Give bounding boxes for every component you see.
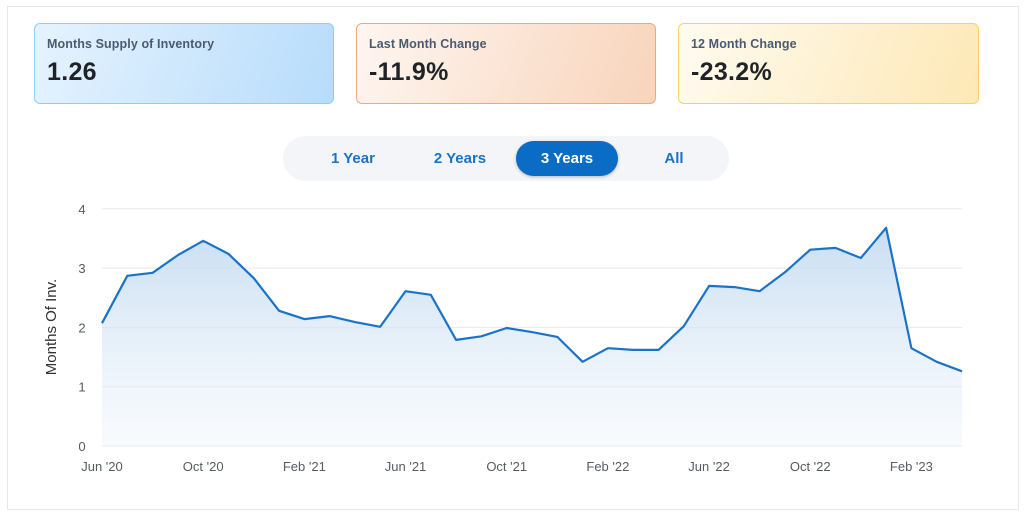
card-label: Months Supply of Inventory: [47, 37, 215, 51]
card-value: -23.2%: [691, 58, 773, 86]
x-tick-label: Jun '20: [81, 459, 123, 474]
y-tick-label: 0: [78, 439, 85, 454]
x-tick-label: Oct '22: [790, 459, 831, 474]
card-value: 1.26: [47, 58, 97, 86]
x-tick-label: Jun '22: [688, 459, 730, 474]
twelve-month-change-card: 12 Month Change -23.2%: [678, 23, 979, 104]
x-tick-label: Oct '20: [183, 459, 224, 474]
range-2-years-button[interactable]: 2 Years: [433, 150, 487, 167]
x-tick-label: Oct '21: [486, 459, 527, 474]
card-label: 12 Month Change: [691, 37, 797, 51]
range-all-button[interactable]: All: [664, 150, 684, 167]
card-value: -11.9%: [369, 58, 449, 86]
chart-line: [101, 226, 963, 373]
card-label: Last Month Change: [369, 37, 487, 51]
x-tick-label: Jun '21: [385, 459, 427, 474]
x-tick-label: Feb '23: [890, 459, 933, 474]
y-tick-label: 1: [78, 380, 85, 395]
range-toggle: 1 Year 2 Years 3 Years All: [283, 136, 729, 181]
y-tick-label: 4: [78, 202, 85, 217]
x-tick-label: Feb '22: [586, 459, 629, 474]
x-axis-ticks: Jun '20 Oct '20 Feb '21 Jun '21 Oct '21 Feb '…: [81, 459, 933, 474]
y-tick-label: 3: [78, 261, 85, 276]
x-tick-label: Feb '21: [283, 459, 326, 474]
range-3-years-button[interactable]: 3 Years: [516, 141, 618, 176]
y-tick-label: 2: [78, 320, 85, 335]
y-axis-label: Months Of Inv.: [43, 279, 60, 375]
months-supply-card: Months Supply of Inventory 1.26: [34, 23, 334, 104]
range-1-year-button[interactable]: 1 Year: [331, 150, 375, 167]
last-month-change-card: Last Month Change -11.9%: [356, 23, 656, 104]
chart-area-fill: [102, 227, 962, 446]
y-axis-ticks: 0 1 2 3 4: [78, 202, 85, 454]
